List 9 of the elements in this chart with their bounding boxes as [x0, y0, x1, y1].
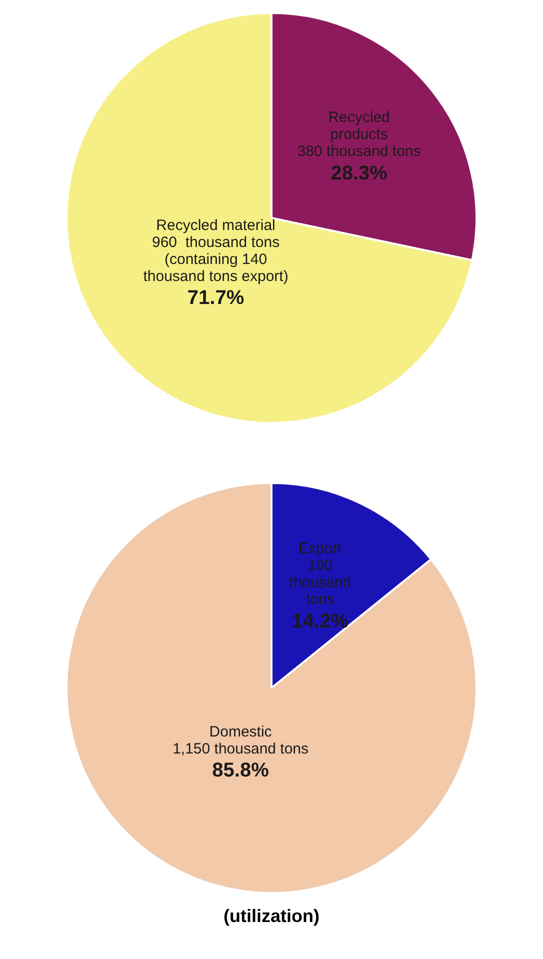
- slice-label: Recycled products 380 thousand tons: [297, 109, 421, 160]
- data-label: 71.7%: [187, 287, 244, 310]
- slice-label: Export 190 thousand tons: [289, 540, 352, 608]
- data-label: 14.2%: [292, 610, 349, 632]
- slice-label: Recycled material 960 thousand tons (containing 140 thousand tons export): [143, 216, 288, 285]
- data-label: 28.3%: [330, 162, 388, 184]
- text: (utilization): [222, 906, 320, 927]
- data-label: 85.8%: [212, 760, 270, 782]
- slice-label: Domestic 1,150 thousand tons: [172, 723, 309, 758]
